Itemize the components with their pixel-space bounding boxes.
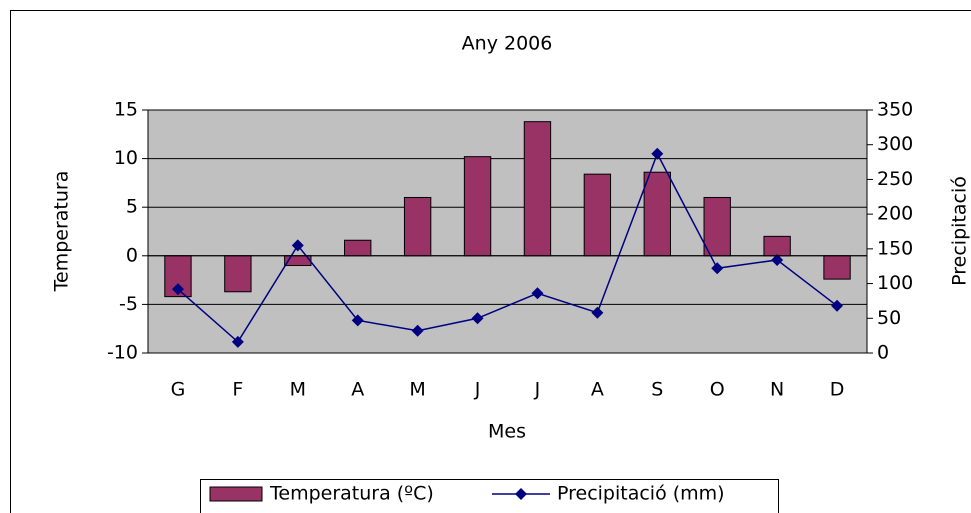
- bar: [643, 171, 671, 257]
- marker: [231, 335, 244, 348]
- legend-label: Temperatura (ºC): [269, 483, 434, 505]
- marker: [471, 312, 484, 325]
- y2-tick-label: 100: [877, 272, 913, 294]
- y2-tick-label: 200: [877, 203, 913, 225]
- y-tick-label: -5: [119, 293, 138, 315]
- y2-tick-label: 50: [877, 307, 901, 329]
- bar: [344, 239, 372, 257]
- marker: [411, 324, 424, 337]
- y-tick-label: -10: [107, 342, 138, 364]
- bar: [823, 255, 851, 280]
- marker: [771, 253, 784, 266]
- legend-swatch: [209, 486, 263, 502]
- chart-title: Any 2006: [462, 33, 553, 55]
- x-tick-label: G: [171, 379, 186, 401]
- x-tick-label: A: [591, 379, 604, 401]
- bar: [763, 235, 791, 257]
- y-axis-label: Temperatura: [51, 171, 73, 293]
- x-tick-label: M: [290, 379, 306, 401]
- y-tick-label: 5: [126, 196, 138, 218]
- y2-tick-label: 150: [877, 237, 913, 259]
- y2-tick-label: 300: [877, 133, 913, 155]
- marker: [351, 314, 364, 327]
- y-tick-label: 0: [126, 244, 138, 266]
- x-tick-label: D: [830, 379, 845, 401]
- y2-tick-label: 250: [877, 168, 913, 190]
- bar: [703, 196, 731, 257]
- x-tick-label: N: [770, 379, 784, 401]
- bar: [523, 121, 552, 257]
- legend-label: Precipitació (mm): [557, 483, 725, 505]
- marker: [711, 262, 724, 275]
- marker: [171, 283, 184, 296]
- y2-tick-label: 350: [877, 99, 913, 121]
- y-tick-label: 10: [114, 147, 138, 169]
- bar: [224, 255, 252, 293]
- marker: [651, 147, 664, 160]
- legend-box: [200, 479, 779, 513]
- x-tick-label: M: [409, 379, 425, 401]
- marker: [591, 306, 604, 319]
- x-tick-label: A: [351, 379, 364, 401]
- bar: [463, 156, 492, 257]
- x-tick-label: F: [232, 379, 243, 401]
- y-tick-label: 15: [114, 99, 138, 121]
- x-axis-label: Mes: [488, 421, 526, 443]
- y2-axis-label: Precipitació: [949, 176, 971, 286]
- bar: [583, 173, 612, 257]
- x-tick-label: O: [710, 379, 725, 401]
- plot-area: [147, 109, 868, 354]
- marker: [531, 287, 544, 300]
- x-tick-label: S: [651, 379, 663, 401]
- y2-tick-label: 0: [877, 342, 889, 364]
- line: [177, 151, 838, 344]
- legend-marker: [515, 488, 527, 500]
- bar: [403, 196, 432, 257]
- x-tick-label: J: [534, 379, 541, 401]
- marker: [291, 239, 304, 252]
- x-tick-label: J: [474, 379, 481, 401]
- marker: [831, 299, 844, 312]
